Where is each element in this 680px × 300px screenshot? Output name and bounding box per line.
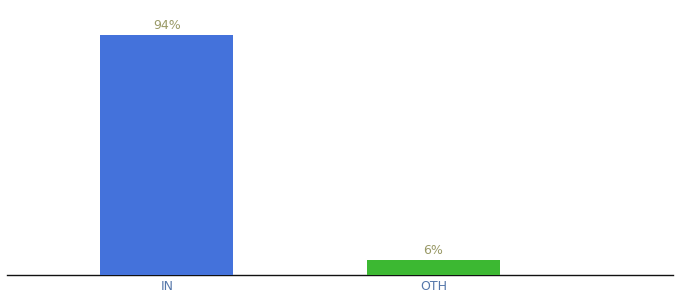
Bar [367, 260, 500, 275]
Text: 6%: 6% [424, 244, 443, 257]
Bar [100, 35, 233, 275]
Text: 94%: 94% [153, 20, 181, 32]
